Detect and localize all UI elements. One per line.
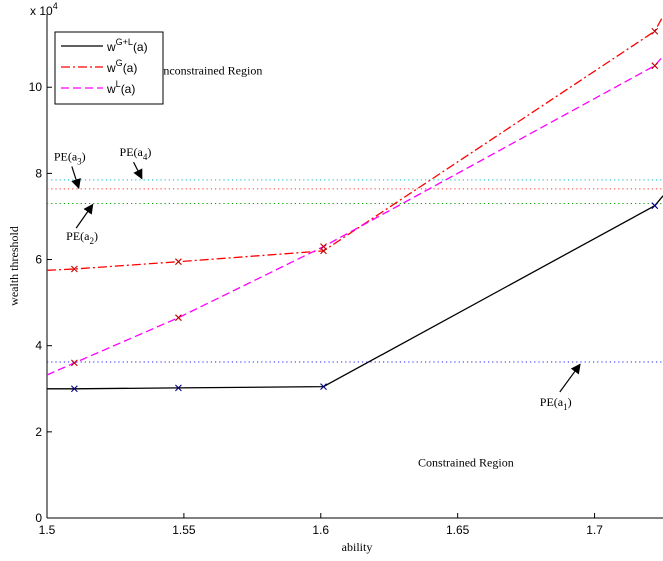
legend-entry-2: wG(a) (106, 58, 137, 75)
legend-entry-superscript: L (116, 79, 121, 89)
plot-area (47, 15, 663, 393)
series-line-2 (47, 15, 663, 271)
pe-annotation-subscript: 2 (89, 236, 94, 246)
pe-annotation-base: PE(a (540, 395, 564, 409)
x-tick-label: 1.6 (312, 523, 329, 537)
series-line-1 (47, 195, 663, 390)
pe-annotation-tail: ) (568, 395, 572, 409)
pe-annotation-tail: ) (94, 229, 98, 243)
pe-annotation-base: PE(a (54, 149, 78, 163)
series-marker (175, 384, 182, 392)
legend-entry-base: w (106, 61, 116, 75)
pe-annotation-subscript: 1 (563, 402, 568, 412)
series-marker (70, 385, 78, 393)
pe-annotation-tail: ) (147, 145, 151, 159)
y-multiplier-base: x 10 (30, 4, 53, 18)
legend-entry-1: wG+L(a) (106, 37, 148, 54)
y-tick-label: 4 (35, 339, 42, 353)
series-marker (320, 383, 327, 391)
legend-entry-base: w (106, 40, 116, 54)
unconstrained-region-label: Unconstrained Region (155, 63, 263, 77)
pe-annotation-subscript: 3 (77, 156, 82, 166)
y-tick-label: 6 (35, 253, 42, 267)
series-marker (320, 243, 327, 251)
legend-entry-3: wL(a) (106, 79, 135, 96)
y-tick-label: 2 (35, 425, 42, 439)
pe-annotation-base: PE(a (120, 145, 144, 159)
x-tick-label: 1.55 (172, 523, 196, 537)
legend-entry-superscript: G+L (116, 37, 133, 47)
pe-annotation-subscript: 4 (143, 152, 148, 162)
series-marker (70, 359, 78, 367)
legend-entry-base: w (106, 82, 116, 96)
pe-annotation-4: PE(a4) (120, 145, 152, 162)
series-marker (70, 265, 78, 273)
y-tick-label: 0 (35, 511, 42, 525)
pe-arrow-3 (71, 166, 81, 190)
pe-arrow-1 (559, 363, 581, 393)
series-marker (175, 258, 182, 266)
legend-entry-tail: (a) (133, 40, 148, 54)
constrained-region-label: Constrained Region (418, 455, 514, 469)
pe-annotation-1: PE(a1) (540, 395, 572, 412)
y-multiplier-label: x 104 (30, 1, 58, 18)
legend-entry-tail: (a) (121, 82, 136, 96)
legend-entry-superscript: G (116, 58, 123, 68)
series-marker (651, 202, 659, 210)
x-tick-label: 1.5 (39, 523, 56, 537)
pe-arrow-2 (75, 203, 94, 229)
legend-entry-tail: (a) (123, 61, 138, 75)
y-multiplier-exponent: 4 (53, 1, 58, 11)
series-marker (651, 62, 659, 70)
y-tick-label: 8 (35, 166, 42, 180)
y-axis-label: wealth threshold (7, 226, 21, 306)
x-axis-label: ability (342, 540, 373, 554)
pe-annotation-base: PE(a (66, 229, 90, 243)
pe-arrow-4 (133, 161, 143, 180)
x-tick-label: 1.65 (446, 523, 470, 537)
x-tick-label: 1.7 (586, 523, 603, 537)
series-marker (651, 27, 659, 35)
pe-annotation-tail: ) (82, 149, 86, 163)
legend-box (54, 31, 164, 105)
pe-annotation-2: PE(a2) (66, 229, 98, 246)
series-marker (175, 314, 182, 322)
pe-annotation-3: PE(a3) (54, 149, 86, 166)
y-tick-label: 10 (29, 80, 43, 94)
